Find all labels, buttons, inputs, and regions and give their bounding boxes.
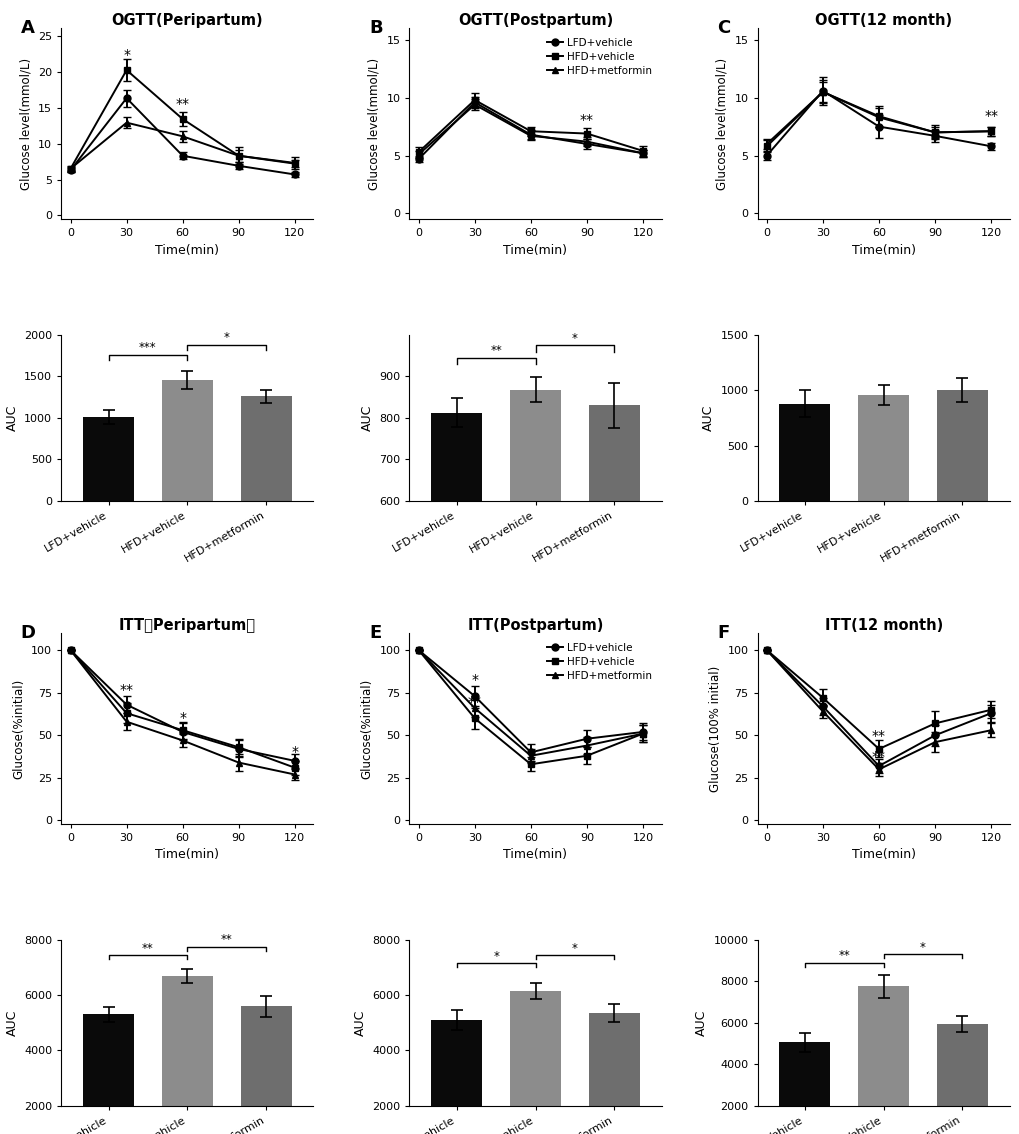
Bar [240, 1006, 291, 1134]
Bar [779, 404, 829, 501]
Text: *: * [471, 674, 478, 687]
Y-axis label: Glucose(100% initial): Glucose(100% initial) [708, 666, 721, 792]
Text: **: ** [838, 949, 849, 962]
Y-axis label: Glucose level(mmol/L): Glucose level(mmol/L) [19, 58, 33, 189]
Bar [857, 987, 908, 1134]
Bar [240, 397, 291, 501]
Legend: LFD+vehicle, HFD+vehicle, HFD+metformin: LFD+vehicle, HFD+vehicle, HFD+metformin [543, 638, 656, 685]
Text: *: * [291, 745, 298, 759]
Text: A: A [20, 19, 35, 36]
Y-axis label: AUC: AUC [5, 405, 18, 431]
Text: *: * [572, 332, 578, 345]
Text: F: F [716, 624, 729, 642]
Bar [83, 417, 133, 501]
Text: D: D [20, 624, 36, 642]
Bar [510, 390, 560, 750]
X-axis label: Time(min): Time(min) [503, 244, 567, 256]
Title: OGTT(Postpartum): OGTT(Postpartum) [458, 14, 612, 28]
Bar [857, 395, 908, 501]
Y-axis label: AUC: AUC [354, 1009, 366, 1035]
Bar [431, 1019, 482, 1134]
Bar [510, 991, 560, 1134]
X-axis label: Time(min): Time(min) [155, 848, 219, 862]
Text: *: * [179, 711, 186, 725]
Text: C: C [716, 19, 730, 36]
Text: *: * [492, 950, 498, 963]
Bar [162, 975, 213, 1134]
Text: **: ** [221, 933, 232, 946]
Title: ITT(12 month): ITT(12 month) [823, 618, 942, 633]
Bar [83, 1015, 133, 1134]
Text: E: E [369, 624, 381, 642]
Title: OGTT(Peripartum): OGTT(Peripartum) [111, 14, 263, 28]
Text: **: ** [983, 109, 998, 122]
Text: **: ** [871, 750, 886, 764]
Bar [431, 413, 482, 750]
Bar [936, 1024, 987, 1134]
Y-axis label: AUC: AUC [5, 1009, 18, 1035]
X-axis label: Time(min): Time(min) [503, 848, 567, 862]
Text: *: * [919, 941, 925, 954]
X-axis label: Time(min): Time(min) [851, 244, 915, 256]
Text: **: ** [490, 345, 501, 357]
X-axis label: Time(min): Time(min) [851, 848, 915, 862]
Y-axis label: AUC: AUC [361, 405, 373, 431]
Text: B: B [369, 19, 382, 36]
Title: ITT(Postpartum): ITT(Postpartum) [467, 618, 603, 633]
Text: *: * [223, 331, 229, 345]
X-axis label: Time(min): Time(min) [155, 244, 219, 256]
Text: **: ** [175, 98, 190, 111]
Text: **: ** [580, 113, 593, 127]
Legend: LFD+vehicle, HFD+vehicle, HFD+metformin: LFD+vehicle, HFD+vehicle, HFD+metformin [543, 34, 656, 81]
Bar [779, 1042, 829, 1134]
Bar [588, 406, 639, 750]
Text: **: ** [119, 684, 133, 697]
Text: *: * [572, 941, 578, 955]
Y-axis label: Glucose(%initial): Glucose(%initial) [12, 678, 25, 779]
Text: **: ** [871, 729, 886, 744]
Title: ITT（Peripartum）: ITT（Peripartum） [119, 618, 256, 633]
Text: ***: *** [139, 341, 157, 355]
Bar [162, 380, 213, 501]
Text: **: ** [142, 941, 154, 955]
Y-axis label: AUC: AUC [701, 405, 714, 431]
Y-axis label: Glucose level(mmol/L): Glucose level(mmol/L) [368, 58, 380, 189]
Bar [936, 390, 987, 501]
Y-axis label: Glucose level(mmol/L): Glucose level(mmol/L) [715, 58, 729, 189]
Title: OGTT(12 month): OGTT(12 month) [814, 14, 952, 28]
Bar [588, 1013, 639, 1134]
Y-axis label: Glucose(%initial): Glucose(%initial) [361, 678, 373, 779]
Text: *: * [123, 48, 130, 61]
Y-axis label: AUC: AUC [694, 1009, 707, 1035]
Text: **: ** [468, 695, 481, 710]
